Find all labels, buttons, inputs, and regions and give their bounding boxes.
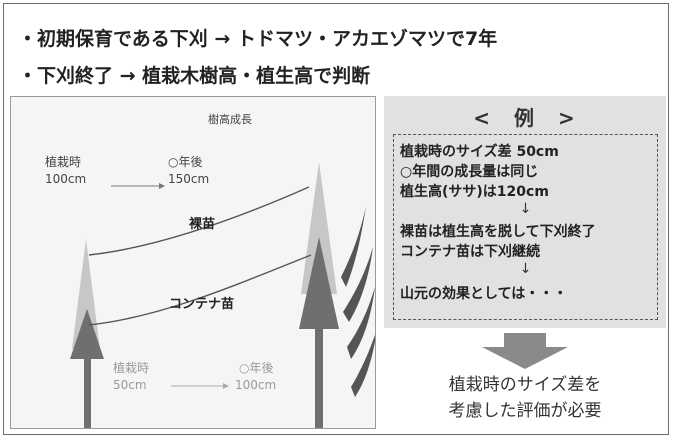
container-seedling-later [299, 237, 339, 329]
growth-diagram-svg [70, 162, 375, 428]
planting-height-bottom: 50cm [113, 378, 147, 392]
years-later-label-top: ○年後 [168, 155, 203, 169]
example-line-vegetation-height: 植生高(ササ)は120cm [400, 184, 549, 200]
years-later-label-bottom: ○年後 [239, 361, 274, 375]
bare-root-seedling-later [301, 162, 337, 294]
container-seedling-trunk-planting [84, 352, 91, 428]
diagram-title: 樹高成長 [208, 113, 252, 126]
down-arrow-icon: ↓ [519, 201, 532, 217]
example-line-container-result: コンテナ苗は下刈継続 [400, 244, 540, 260]
example-line-bare-root-result: 裸苗は植生高を脱して下刈終了 [400, 224, 596, 240]
down-arrow-icon: ↓ [519, 261, 532, 277]
heading-weeding-period: ・初期保育である下刈 → トドマツ・アカエゾマツで7年 [18, 28, 498, 50]
planting-height-top: 100cm [45, 172, 87, 186]
bare-root-seedling-planting [72, 239, 100, 349]
growth-diagram-panel: 樹高成長 植栽時 100cm ○年後 150cm 裸苗 コンテナ苗 植栽時 50… [10, 96, 376, 429]
growth-arrowhead-bottom [223, 383, 229, 389]
conclusion-text: 植栽時のサイズ差を 考慮した評価が必要 [384, 372, 666, 424]
sasa-grass-blade-1 [341, 207, 366, 287]
down-arrow-icon [482, 333, 568, 369]
conclusion-line-2: 考慮した評価が必要 [448, 401, 602, 421]
container-growth-curve [88, 254, 312, 326]
conclusion-line-1: 植栽時のサイズ差を [448, 375, 602, 395]
example-line-same-growth: ○年間の成長量は同じ [400, 164, 539, 180]
years-later-height-top: 150cm [168, 172, 210, 186]
sasa-grass-blade-2 [343, 247, 373, 322]
example-content-box: 植栽時のサイズ差 50cm ○年間の成長量は同じ 植生高(ササ)は120cm ↓… [393, 134, 658, 320]
example-line-forest-effect: 山元の効果としては・・・ [400, 286, 568, 302]
growth-arrowhead-top [159, 183, 165, 189]
container-seedling-label: コンテナ苗 [169, 297, 235, 312]
example-title: < 例 > [473, 106, 577, 130]
bare-root-growth-curve [88, 186, 310, 256]
heading-weeding-end: ・下刈終了 → 植栽木樹高・植生高で判断 [18, 65, 371, 87]
example-line-size-difference: 植栽時のサイズ差 50cm [400, 144, 559, 160]
bare-root-label: 裸苗 [189, 217, 216, 232]
planting-label-bottom: 植栽時 [113, 361, 150, 375]
container-seedling-planting [70, 309, 104, 359]
years-later-height-bottom: 100cm [235, 378, 277, 392]
planting-label-top: 植栽時 [45, 155, 82, 169]
example-panel: < 例 > 植栽時のサイズ差 50cm ○年間の成長量は同じ 植生高(ササ)は1… [384, 96, 666, 328]
sasa-grass-blade-4 [351, 334, 375, 397]
container-seedling-trunk-later [315, 322, 323, 428]
sasa-grass-blade-3 [347, 287, 375, 359]
